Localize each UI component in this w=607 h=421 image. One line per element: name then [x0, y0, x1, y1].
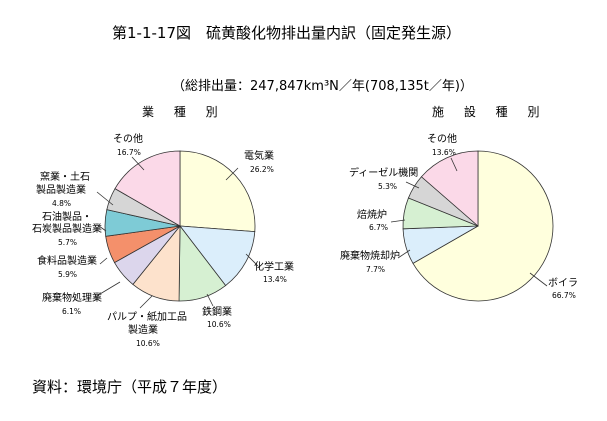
pct-shokuryo: 5.9% — [58, 270, 77, 279]
pct-shokyakuro: 7.7% — [366, 265, 385, 274]
label-pulp-2: 製造業 — [128, 323, 158, 336]
label-sekiyu-1: 石油製品・ — [42, 210, 92, 223]
label-kagaku: 化学工業 — [254, 260, 294, 273]
label-boira: ボイラ — [548, 277, 578, 289]
leader-lines — [94, 156, 548, 309]
leader-sonota1 — [131, 156, 145, 171]
label-sonota2: その他 — [427, 132, 457, 145]
leader-shokyakuro — [397, 249, 411, 259]
leader-haikibutsu — [94, 281, 121, 298]
pie1-slice-1 — [179, 225, 256, 287]
pct-tekko: 10.6% — [207, 320, 231, 329]
pct-denki: 26.2% — [250, 165, 274, 174]
pct-kagaku: 13.4% — [263, 275, 287, 284]
leader-boira — [529, 272, 548, 287]
source-note: 資料：環境庁（平成７年度） — [32, 378, 227, 396]
leader-sekiyu — [98, 225, 107, 232]
leader-sonota2 — [450, 157, 458, 172]
total-emissions: （総排出量：247,847km³N／年(708,135t／年)） — [172, 79, 473, 94]
figure-title: 第1-1-17図 硫黄酸化物排出量内訳（固定発生源） — [112, 24, 461, 42]
pie1-labels: 電気業 26.2% 化学工業 13.4% 鉄鋼業 10.6% パルプ・紙加工品 … — [32, 132, 294, 348]
leader-diesel — [405, 181, 420, 189]
label-yogyo-2: 製品製造業 — [36, 183, 86, 196]
leader-tekko — [206, 293, 214, 307]
pct-haikibutsu: 6.1% — [62, 307, 81, 316]
pct-pulp: 10.6% — [136, 339, 160, 348]
pct-baishoro: 6.7% — [369, 223, 388, 232]
pie1-slice-0 — [179, 150, 256, 233]
label-diesel: ディーゼル機関 — [349, 166, 418, 179]
pie2-labels: ボイラ 66.7% 廃棄物焼却炉 7.7% 焙焼炉 6.7% ディーゼル機関 5… — [340, 132, 578, 300]
leader-denki — [225, 167, 239, 181]
pie2-slice-4 — [420, 150, 479, 227]
pct-sonota1: 16.7% — [117, 148, 141, 157]
pie2-heading: 施 設 種 別 — [432, 104, 547, 119]
pct-yogyo: 4.8% — [52, 199, 71, 208]
label-haikibutsu: 廃棄物処理業 — [42, 291, 102, 304]
label-sonota1: その他 — [113, 132, 143, 145]
label-shokuryo: 食料品製造業 — [37, 254, 97, 267]
leader-kagaku — [245, 253, 259, 267]
label-baishoro: 焙焼炉 — [357, 208, 387, 221]
leader-yogyo — [96, 191, 114, 206]
leader-shokuryo — [99, 257, 108, 265]
pct-boira: 66.7% — [552, 291, 576, 300]
label-yogyo-1: 窯業・土石 — [40, 170, 90, 183]
facility-pie — [402, 150, 554, 302]
label-tekko: 鉄鋼業 — [202, 305, 232, 318]
pie1-slice-8 — [114, 150, 181, 227]
pie1-heading: 業 種 別 — [142, 105, 226, 119]
label-denki: 電気業 — [244, 149, 274, 162]
pct-sekiyu: 5.7% — [58, 238, 77, 247]
leader-pulp — [139, 295, 153, 309]
label-shokyakuro: 廃棄物焼却炉 — [340, 249, 400, 262]
industry-pie — [104, 150, 256, 302]
label-pulp-1: パルプ・紙加工品 — [107, 310, 187, 323]
label-sekiyu-2: 石炭製品製造業 — [32, 222, 102, 235]
pct-diesel: 5.3% — [378, 182, 397, 191]
pie2-slice-0 — [412, 150, 554, 302]
leader-baishoro — [390, 219, 406, 223]
pct-sonota2: 13.6% — [432, 148, 456, 157]
